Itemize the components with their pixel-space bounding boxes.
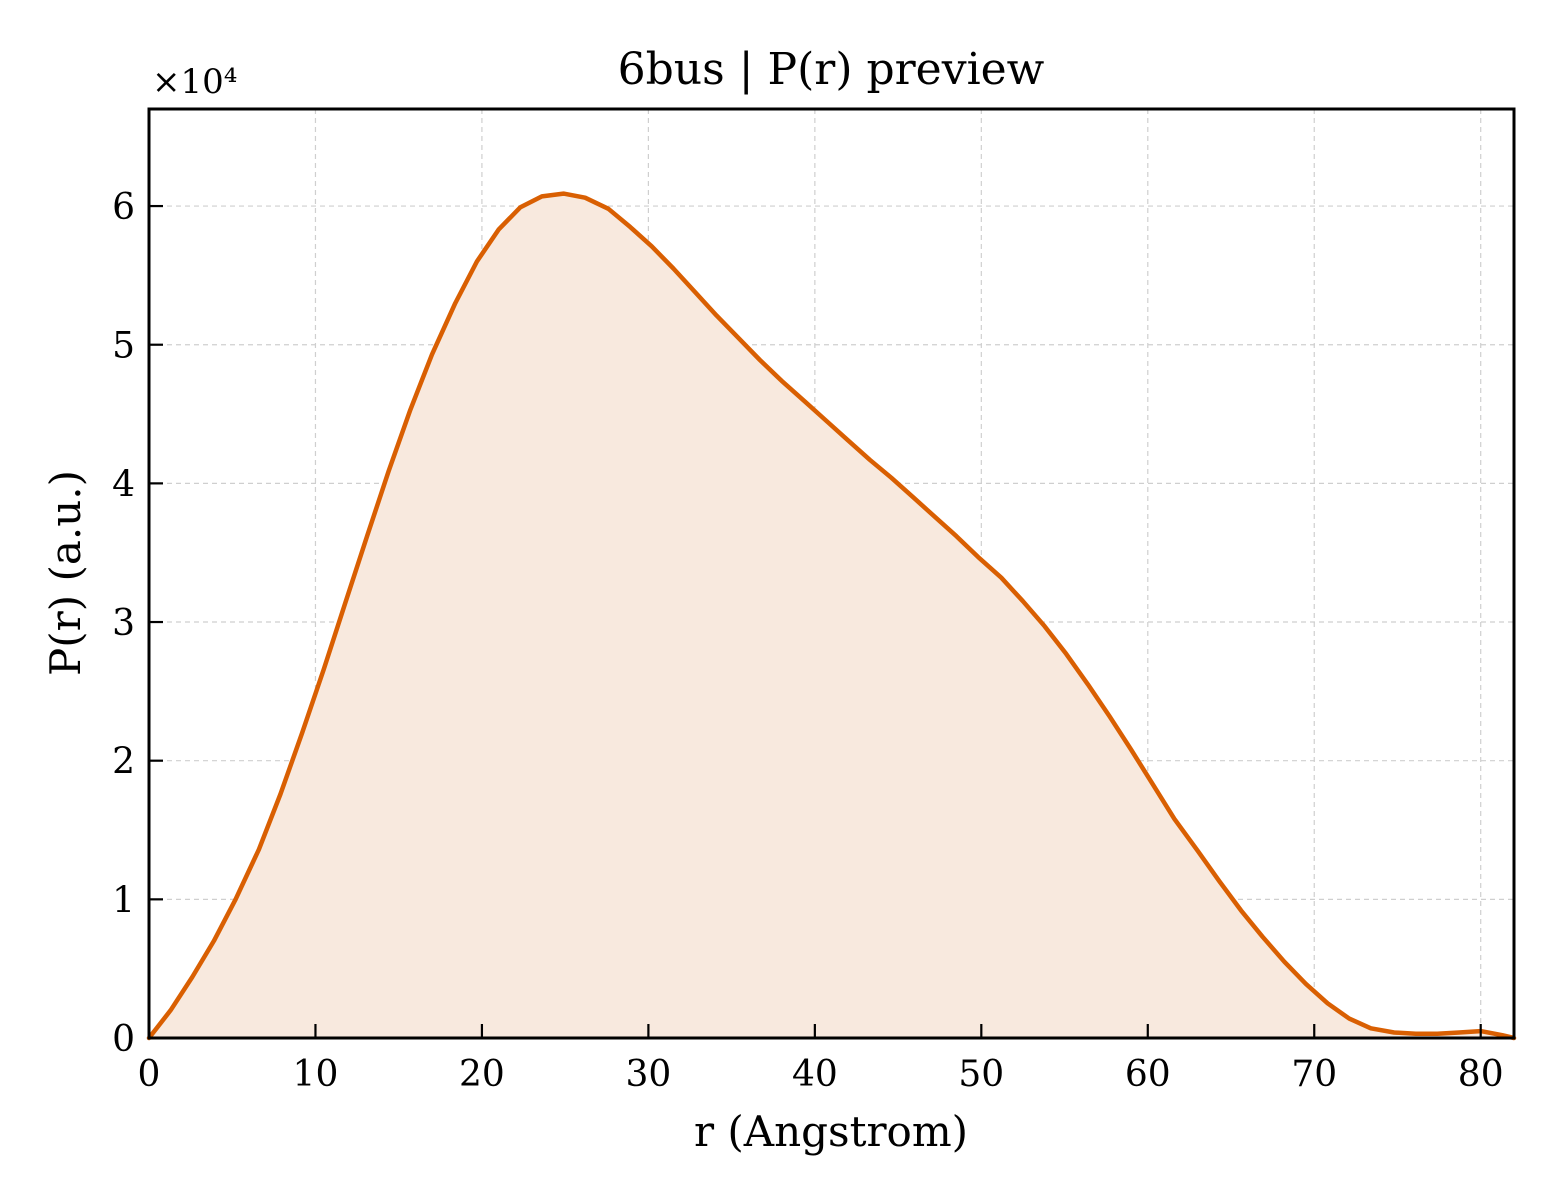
x-tick-label: 0 bbox=[138, 1054, 161, 1095]
x-tick-label: 50 bbox=[958, 1054, 1004, 1095]
y-axis-label: P(r) (a.u.) bbox=[41, 470, 90, 676]
y-tick-label: 5 bbox=[112, 326, 135, 367]
x-tick-label: 20 bbox=[459, 1054, 505, 1095]
x-axis-label: r (Angstrom) bbox=[694, 1107, 968, 1156]
y-tick-label: 2 bbox=[112, 742, 135, 783]
y-tick-label: 3 bbox=[112, 603, 135, 644]
plot-frame bbox=[147, 107, 1516, 1040]
chart-title: 6bus | P(r) preview bbox=[618, 44, 1045, 95]
y-tick-label: 4 bbox=[112, 464, 135, 505]
y-tick-label: 6 bbox=[112, 187, 135, 228]
x-tick-label: 70 bbox=[1291, 1054, 1337, 1095]
x-tick-label: 40 bbox=[792, 1054, 838, 1095]
ticks-layer: 0 10 20 30 40 50 60 70 80 0 1 2 3 4 5 6 bbox=[112, 187, 1504, 1095]
x-tick-label: 10 bbox=[293, 1054, 339, 1095]
y-tick-label: 1 bbox=[112, 880, 135, 921]
y-tick-label: 0 bbox=[112, 1019, 135, 1060]
y-multiplier: ×10⁴ bbox=[152, 62, 237, 102]
x-tick-label: 30 bbox=[625, 1054, 671, 1095]
series-line bbox=[146, 191, 1517, 1041]
x-tick-label: 80 bbox=[1458, 1054, 1504, 1095]
area-fill bbox=[149, 193, 1514, 1039]
x-tick-label: 60 bbox=[1125, 1054, 1171, 1095]
